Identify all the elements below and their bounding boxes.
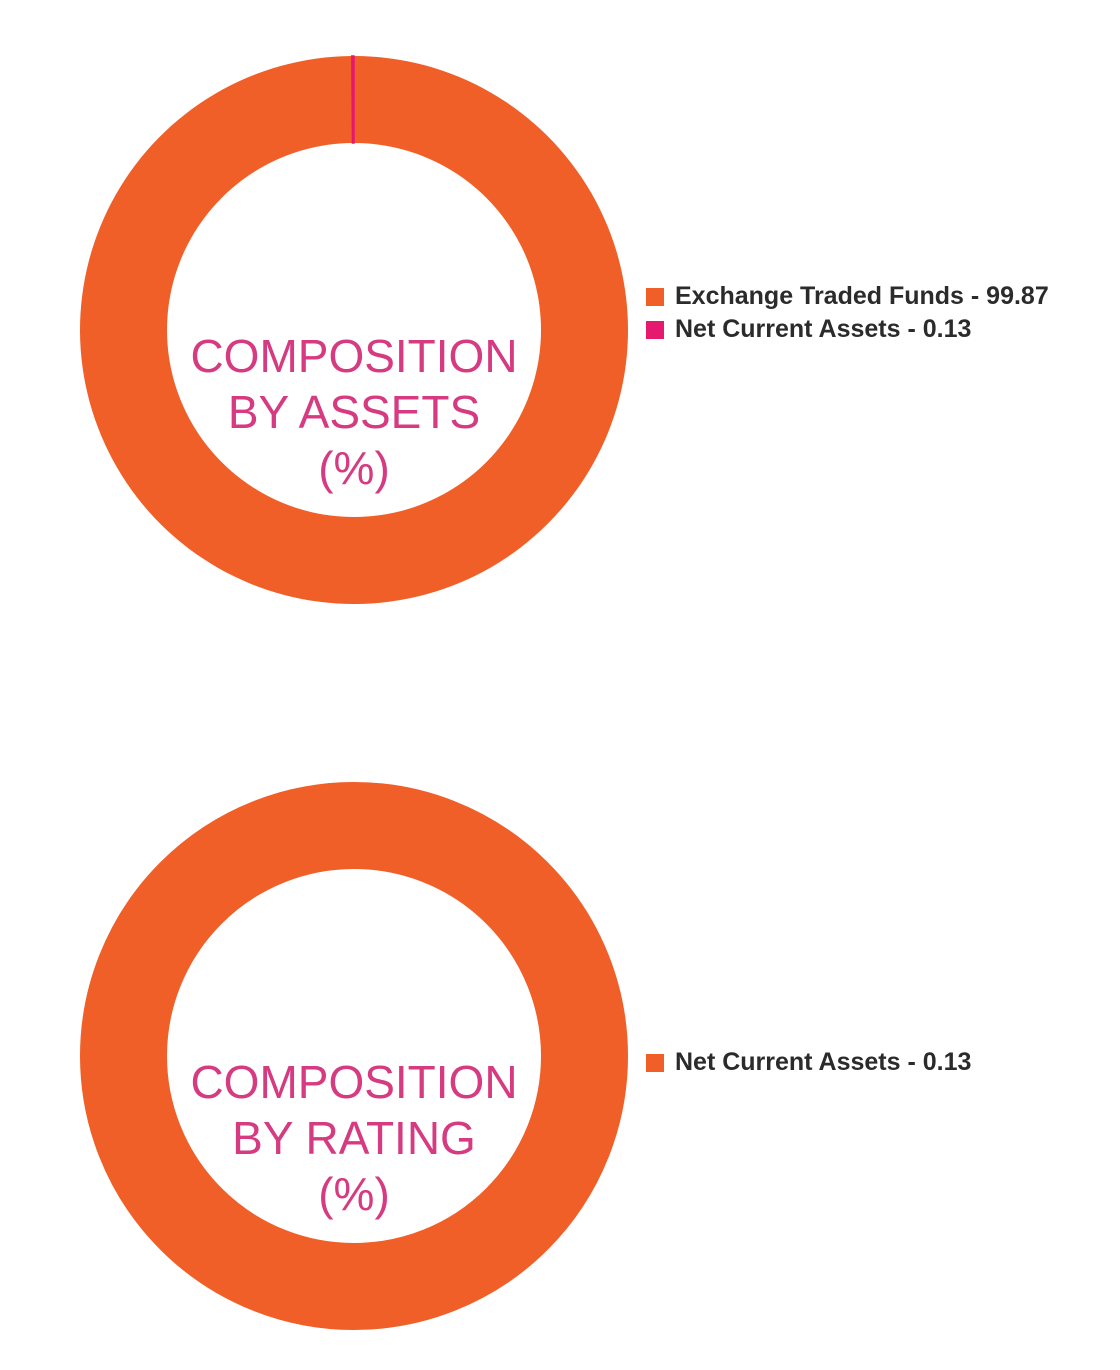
assets-title-line-3: (%) [318, 442, 390, 494]
legend-label-net-current-assets: Net Current Assets - 0.13 [675, 315, 972, 343]
rating-title-line-2: BY RATING [232, 1112, 476, 1164]
rating-title-line-3: (%) [318, 1168, 390, 1220]
donut-slice-net-current-assets [80, 782, 628, 1330]
assets-chart-title: COMPOSITION BY ASSETS (%) [154, 328, 554, 496]
assets-title-line-1: COMPOSITION [190, 330, 518, 382]
rating-legend: Net Current Assets - 0.13 [646, 1046, 1106, 1079]
rating-chart-title: COMPOSITION BY RATING (%) [154, 1054, 554, 1222]
legend-item-net-current-assets: Net Current Assets - 0.13 [646, 1046, 1106, 1079]
legend-swatch-exchange-traded-funds [646, 287, 664, 306]
legend-swatch-net-current-assets [646, 320, 664, 339]
legend-item-net-current-assets: Net Current Assets - 0.13 [646, 313, 1106, 346]
legend-item-exchange-traded-funds: Exchange Traded Funds - 99.87 [646, 280, 1106, 313]
composition-by-rating-chart: COMPOSITION BY RATING (%) Net Current As… [0, 776, 1120, 1336]
donut-slice-exchange-traded-funds [80, 56, 629, 605]
legend-swatch-net-current-assets [646, 1053, 664, 1072]
rating-title-line-1: COMPOSITION [190, 1056, 518, 1108]
assets-donut-chart [80, 55, 629, 605]
assets-title-line-2: BY ASSETS [227, 386, 481, 438]
rating-donut-chart [80, 782, 628, 1330]
composition-by-assets-chart: COMPOSITION BY ASSETS (%) Exchange Trade… [0, 50, 1120, 610]
donut-slice-net-current-assets [351, 55, 355, 144]
legend-label-net-current-assets: Net Current Assets - 0.13 [675, 1048, 972, 1076]
assets-legend: Exchange Traded Funds - 99.87 Net Curren… [646, 280, 1106, 346]
legend-label-exchange-traded-funds: Exchange Traded Funds - 99.87 [675, 282, 1049, 310]
